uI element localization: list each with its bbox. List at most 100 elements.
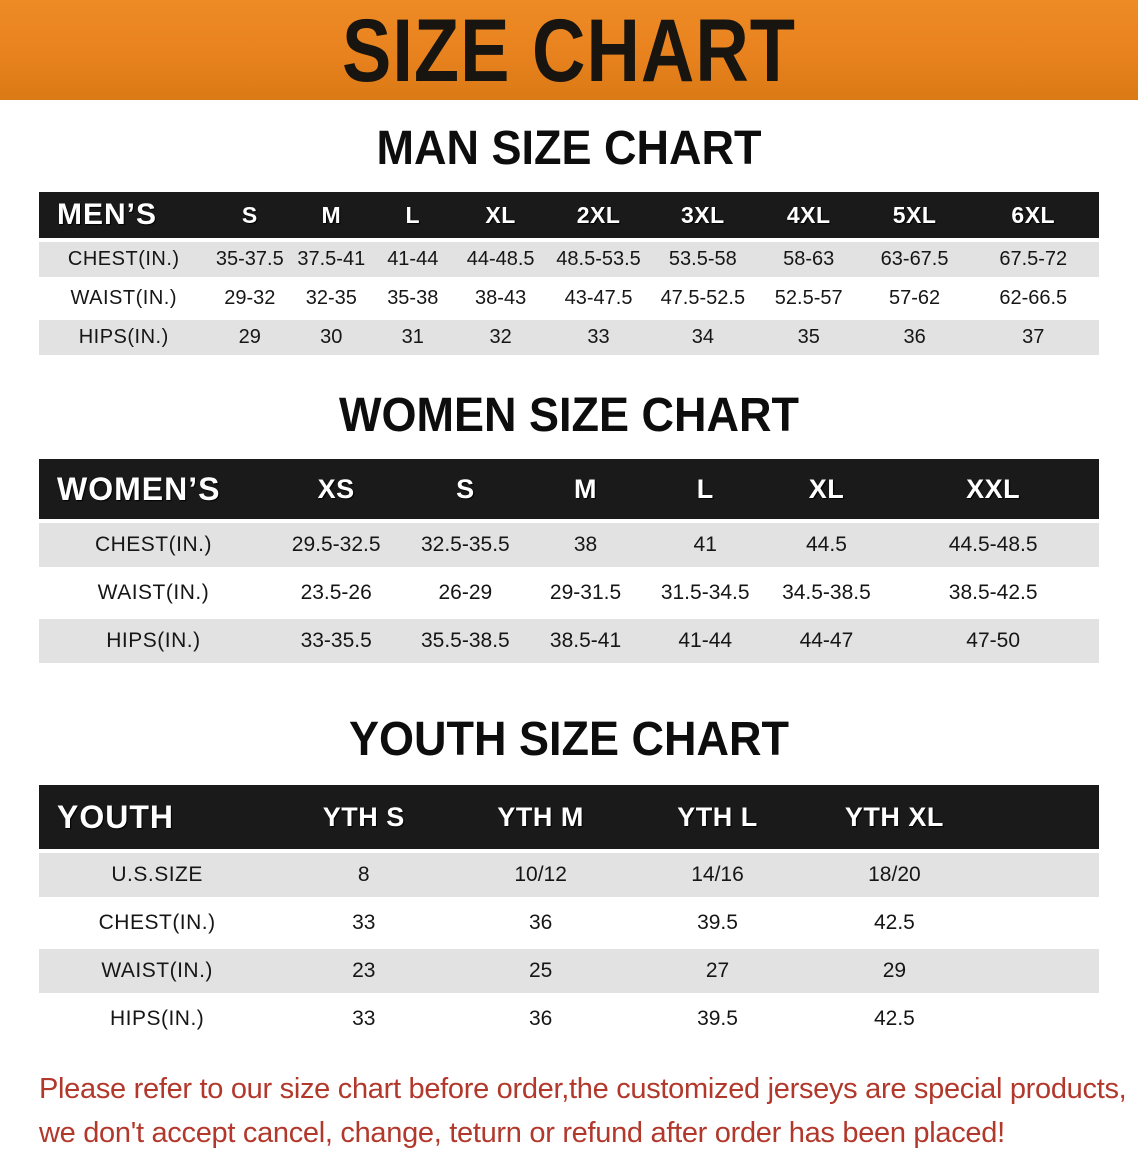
cell-value: 36: [452, 997, 630, 1041]
cell-value: 48.5-53.5: [547, 242, 650, 277]
size-table: WOMEN’S XS S M L XL XXL CHEST(IN.) 29.5-32.5 32.5…: [39, 455, 1099, 667]
table-header-row: YOUTH YTH S YTH M YTH L YTH XL: [39, 785, 1099, 849]
column-header: 2XL: [547, 192, 650, 238]
cell-value: 67.5-72: [967, 242, 1099, 277]
row-label: CHEST(IN.): [39, 242, 209, 277]
cell-value: 44-48.5: [454, 242, 548, 277]
column-header: S: [404, 459, 527, 519]
row-label: U.S.SIZE: [39, 853, 276, 897]
row-label: HIPS(IN.): [39, 997, 276, 1041]
cell-value: 18/20: [805, 853, 983, 897]
cell-value: 42.5: [805, 901, 983, 945]
women-size-table-container: WOMEN’S XS S M L XL XXL CHEST(IN.) 29.5-32.5 32.5…: [39, 455, 1099, 667]
cell-value: 33-35.5: [267, 619, 405, 663]
cell-value: 63-67.5: [861, 242, 968, 277]
cell-value: 41-44: [371, 242, 455, 277]
size-table: YOUTH YTH S YTH M YTH L YTH XL U.S.SIZE 8 10/12…: [39, 781, 1099, 1045]
filler-cell: [982, 949, 1099, 993]
cell-value: 32: [454, 320, 548, 355]
row-label: HIPS(IN.): [39, 320, 209, 355]
cell-value: 37.5-41: [291, 242, 372, 277]
table-row: WAIST(IN.) 23 25 27 29: [39, 949, 1099, 993]
cell-value: 41: [644, 523, 766, 567]
banner-title: SIZE CHART: [342, 0, 796, 100]
cell-value: 35-37.5: [208, 242, 292, 277]
column-header: 6XL: [967, 192, 1099, 238]
cell-value: 34.5-38.5: [765, 571, 888, 615]
youth-section-heading: YOUTH SIZE CHART: [348, 710, 789, 766]
cell-value: 33: [547, 320, 650, 355]
cell-value: 35.5-38.5: [404, 619, 527, 663]
cell-value: 52.5-57: [755, 281, 862, 316]
cell-value: 33: [275, 901, 453, 945]
filler-cell: [982, 901, 1099, 945]
section-women: WOMEN SIZE CHART WOMEN’S XS S M L XL XXL CHEST(…: [39, 387, 1099, 667]
cell-value: 25: [452, 949, 630, 993]
cell-value: 38.5-42.5: [887, 571, 1099, 615]
filler-cell: [982, 997, 1099, 1041]
cell-value: 29-31.5: [526, 571, 645, 615]
column-header: 4XL: [755, 192, 862, 238]
row-label: CHEST(IN.): [39, 901, 276, 945]
cell-value: 30: [291, 320, 372, 355]
cell-value: 29-32: [208, 281, 292, 316]
filler-cell: [982, 785, 1099, 849]
cell-value: 29: [805, 949, 983, 993]
table-row: WAIST(IN.) 23.5-26 26-29 29-31.5 31.5-34.5 34…: [39, 571, 1099, 615]
cell-value: 38: [526, 523, 645, 567]
column-header: XL: [454, 192, 548, 238]
cell-value: 39.5: [629, 997, 806, 1041]
cell-value: 10/12: [452, 853, 630, 897]
row-label: WAIST(IN.): [39, 949, 276, 993]
column-header: L: [644, 459, 766, 519]
disclaimer-line-2: we don't accept cancel, change, teturn o…: [39, 1117, 1005, 1150]
cell-value: 23: [275, 949, 453, 993]
table-row: CHEST(IN.) 35-37.5 37.5-41 41-44 44-48.5 48.5…: [39, 242, 1099, 277]
column-header: XS: [267, 459, 405, 519]
cell-value: 36: [452, 901, 630, 945]
youth-size-table-container: YOUTH YTH S YTH M YTH L YTH XL U.S.SIZE 8 10/12…: [39, 781, 1099, 1045]
cell-value: 29.5-32.5: [267, 523, 405, 567]
table-corner-label: YOUTH: [39, 785, 276, 849]
cell-value: 33: [275, 997, 453, 1041]
cell-value: 31.5-34.5: [644, 571, 766, 615]
table-row: HIPS(IN.) 33 36 39.5 42.5: [39, 997, 1099, 1041]
cell-value: 37: [967, 320, 1099, 355]
table-header-row: WOMEN’S XS S M L XL XXL: [39, 459, 1099, 519]
disclaimer-text: Please refer to our size chart before or…: [0, 1067, 1138, 1155]
cell-value: 29: [208, 320, 292, 355]
cell-value: 8: [275, 853, 453, 897]
cell-value: 57-62: [861, 281, 968, 316]
table-corner-label: WOMEN’S: [39, 459, 268, 519]
table-row: WAIST(IN.) 29-32 32-35 35-38 38-43 43-47.5 47.…: [39, 281, 1099, 316]
men-size-table-container: MEN’S S M L XL 2XL 3XL 4XL 5XL 6XL CHEST(IN.) 35-37…: [39, 188, 1099, 359]
cell-value: 47-50: [887, 619, 1099, 663]
column-header: XXL: [887, 459, 1099, 519]
column-header: YTH L: [629, 785, 806, 849]
table-row: CHEST(IN.) 33 36 39.5 42.5: [39, 901, 1099, 945]
cell-value: 34: [649, 320, 756, 355]
cell-value: 44.5: [765, 523, 888, 567]
cell-value: 32-35: [291, 281, 372, 316]
cell-value: 32.5-35.5: [404, 523, 527, 567]
cell-value: 41-44: [644, 619, 766, 663]
row-label: WAIST(IN.): [39, 571, 268, 615]
section-youth: YOUTH SIZE CHART YOUTH YTH S YTH M YTH L YTH…: [39, 710, 1099, 1045]
column-header: YTH M: [452, 785, 630, 849]
cell-value: 36: [861, 320, 968, 355]
section-men: MAN SIZE CHART MEN’S S M L XL 2XL 3XL 4XL 5XL 6XL…: [39, 119, 1099, 359]
size-chart-banner: SIZE CHART: [0, 0, 1138, 100]
column-header: 5XL: [861, 192, 968, 238]
cell-value: 43-47.5: [547, 281, 650, 316]
filler-cell: [982, 853, 1099, 897]
men-section-heading: MAN SIZE CHART: [376, 119, 762, 175]
cell-value: 38.5-41: [526, 619, 645, 663]
cell-value: 53.5-58: [649, 242, 756, 277]
table-header-row: MEN’S S M L XL 2XL 3XL 4XL 5XL 6XL: [39, 192, 1099, 238]
cell-value: 62-66.5: [967, 281, 1099, 316]
cell-value: 35: [755, 320, 862, 355]
cell-value: 39.5: [629, 901, 806, 945]
cell-value: 26-29: [404, 571, 527, 615]
column-header: M: [526, 459, 645, 519]
cell-value: 58-63: [755, 242, 862, 277]
